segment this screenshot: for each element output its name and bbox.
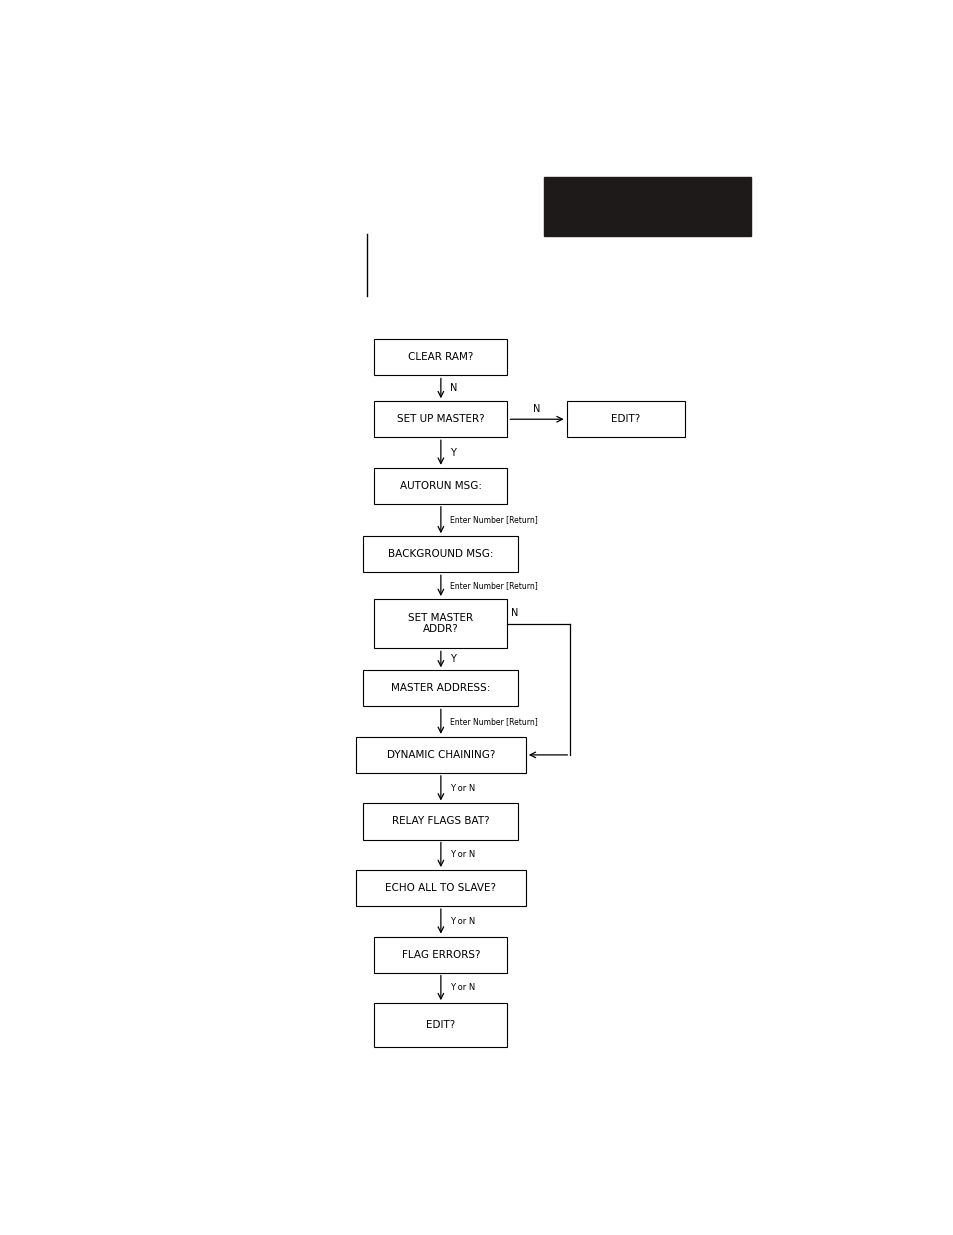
Text: Enter Number [Return]: Enter Number [Return]: [449, 515, 537, 525]
Text: N: N: [533, 404, 540, 414]
Bar: [374, 468, 507, 504]
Bar: [374, 599, 507, 648]
Bar: [363, 536, 518, 572]
Bar: [374, 340, 507, 375]
Bar: [355, 869, 525, 906]
Text: EDIT?: EDIT?: [611, 414, 639, 424]
Text: Y: Y: [449, 447, 456, 457]
Bar: [374, 936, 507, 973]
Bar: [374, 1003, 507, 1047]
Text: Y or N: Y or N: [449, 850, 475, 860]
Text: BACKGROUND MSG:: BACKGROUND MSG:: [388, 550, 493, 559]
Text: N: N: [511, 608, 517, 618]
Text: Y: Y: [449, 655, 456, 664]
Text: Enter Number [Return]: Enter Number [Return]: [449, 718, 537, 726]
Text: SET MASTER
ADDR?: SET MASTER ADDR?: [408, 613, 473, 635]
Text: RELAY FLAGS BAT?: RELAY FLAGS BAT?: [392, 816, 489, 826]
Text: DYNAMIC CHAINING?: DYNAMIC CHAINING?: [386, 750, 495, 760]
Text: FLAG ERRORS?: FLAG ERRORS?: [401, 950, 479, 960]
Bar: [355, 737, 525, 773]
Bar: [363, 804, 518, 840]
Bar: [374, 401, 507, 437]
Text: ECHO ALL TO SLAVE?: ECHO ALL TO SLAVE?: [385, 883, 496, 893]
Bar: [363, 671, 518, 706]
Text: SET UP MASTER?: SET UP MASTER?: [396, 414, 484, 424]
Text: CLEAR RAM?: CLEAR RAM?: [408, 352, 473, 362]
Text: AUTORUN MSG:: AUTORUN MSG:: [399, 480, 481, 490]
Bar: [544, 177, 751, 236]
Text: Y or N: Y or N: [449, 916, 475, 926]
Bar: [566, 401, 684, 437]
Text: EDIT?: EDIT?: [426, 1020, 455, 1030]
Text: Y or N: Y or N: [449, 983, 475, 993]
Text: MASTER ADDRESS:: MASTER ADDRESS:: [391, 683, 490, 693]
Text: Y or N: Y or N: [449, 784, 475, 793]
Text: Enter Number [Return]: Enter Number [Return]: [449, 582, 537, 590]
Text: N: N: [449, 383, 456, 393]
